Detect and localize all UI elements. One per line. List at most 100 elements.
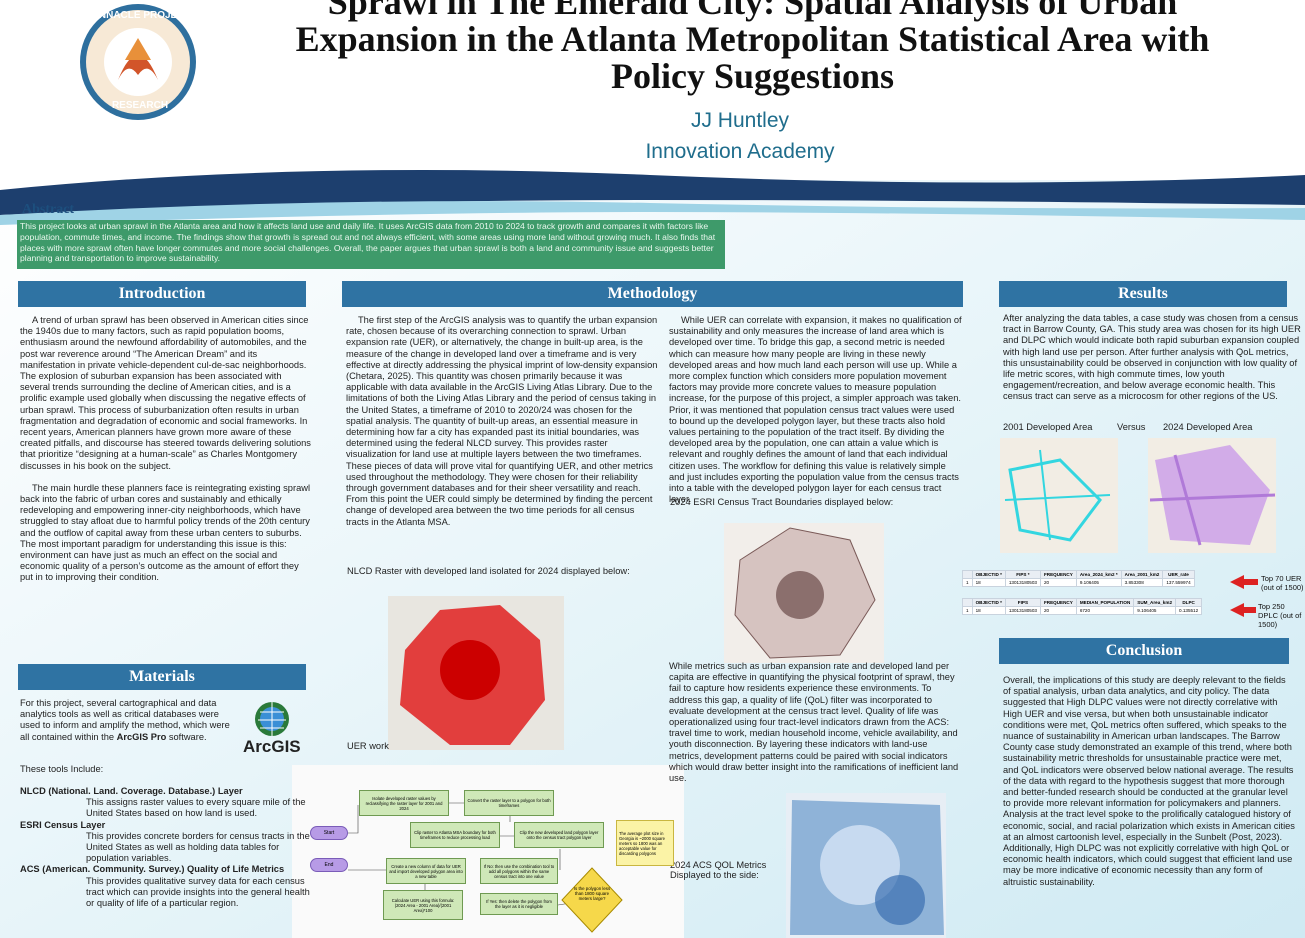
map-2001 xyxy=(1000,438,1118,553)
flow-node: Convert the raster layer to a polygon fo… xyxy=(464,790,554,816)
flow-node: Isolate developed raster values by recla… xyxy=(359,790,449,816)
table-uer: OBJECTID * FIPS * FREQUENCY Area_2024_km2 *… xyxy=(962,570,1195,587)
cell: 3.853308 xyxy=(1120,578,1164,587)
map-qol xyxy=(786,793,946,938)
header-cell: Area_2024_km2 * xyxy=(1075,570,1122,579)
intro-text: A trend of urban sprawl has been observe… xyxy=(20,315,312,595)
flow-note: The average plot size in Georgia is ~200… xyxy=(616,820,674,866)
materials-text: For this project, several cartographical… xyxy=(20,698,240,743)
results-text: After analyzing the data tables, a case … xyxy=(1003,313,1301,402)
flow-node: Calculate UER using this formula: (2024 … xyxy=(383,890,463,920)
flow-node: Clip the new developed land polygon laye… xyxy=(514,822,604,848)
author: JJ Huntley xyxy=(690,109,790,132)
arcgis-logo xyxy=(255,702,289,736)
text: For this project, several cartographical… xyxy=(20,698,230,742)
data-table: OBJECTID * FIPS * FREQUENCY Area_2024_km2 *… xyxy=(962,570,1195,587)
header-row: OBJECTID * FIPS FREQUENCY MEDIAN_POPULATION… xyxy=(962,598,1203,607)
logo-bottom: RESEARCH xyxy=(111,100,169,111)
map-nlcd xyxy=(388,596,564,750)
section-heading: Methodology xyxy=(342,281,963,307)
tool-description: This assigns raster values to every squa… xyxy=(86,797,306,819)
cell: 137.559974 xyxy=(1162,578,1195,587)
header-cell: MEDIAN_POPULATION xyxy=(1075,598,1135,607)
header-cell: FREQUENCY xyxy=(1039,598,1077,607)
tools-list: NLCD (National. Land. Coverage. Database… xyxy=(18,786,310,909)
header-cell: FREQUENCY xyxy=(1039,570,1077,579)
caption: NLCD Raster with developed land isolated… xyxy=(347,566,630,576)
cell: 18 xyxy=(971,578,1006,587)
header-cell xyxy=(962,598,973,607)
caption: 2024 ACS QOL Metrics Displayed to the si… xyxy=(670,860,767,880)
title: Sprawl in The Emerald City: Spatial Anal… xyxy=(295,0,1210,96)
method-col1: The first step of the ArcGIS analysis wa… xyxy=(346,315,658,527)
map-2024 xyxy=(1148,438,1276,553)
conclusion-text: Overall, the implications of this study … xyxy=(1003,675,1295,887)
header-cell: FIPS xyxy=(1004,598,1041,607)
section-heading: Results xyxy=(999,281,1287,307)
cell: 20 xyxy=(1039,578,1077,587)
flow-node: Clip raster to Atlanta MSA boundary for … xyxy=(410,822,500,848)
flow-node: If No: then use the combination tool to … xyxy=(480,858,558,884)
section-heading: Materials xyxy=(18,664,306,690)
caption: 2024 ESRI Census Tract Boundaries displa… xyxy=(670,497,894,507)
header-row: OBJECTID * FIPS * FREQUENCY Area_2024_km2 *… xyxy=(962,570,1195,579)
cell: 20 xyxy=(1039,606,1077,615)
flow-node: Create a new column of data for UER and … xyxy=(386,858,466,884)
table-dlpc: OBJECTID * FIPS FREQUENCY MEDIAN_POPULATION… xyxy=(962,598,1203,615)
logo-top: PINNACLE PROJECT xyxy=(89,10,191,21)
cell: 18 xyxy=(971,606,1006,615)
cell: 0.135512 xyxy=(1174,606,1203,615)
logo xyxy=(80,4,196,120)
flow-node: If Yes: then delete the polygon from the… xyxy=(480,893,558,915)
tool-name: ACS (American. Community. Survey.) Quali… xyxy=(20,864,285,875)
cell: 9.106405 xyxy=(1133,606,1176,615)
data-table: OBJECTID * FIPS FREQUENCY MEDIAN_POPULATION… xyxy=(962,598,1203,615)
paragraph: A trend of urban sprawl has been observe… xyxy=(20,315,311,471)
section-heading: Introduction xyxy=(18,281,306,307)
cell: 6720 xyxy=(1075,606,1135,615)
abstract-text: This project looks at urban sprawl in th… xyxy=(17,220,725,269)
flow-start: Start xyxy=(310,826,348,840)
header-cell xyxy=(962,570,973,579)
red-arrows xyxy=(1230,575,1258,617)
method-col2: While UER can correlate with expansion, … xyxy=(669,315,962,505)
school: Innovation Academy xyxy=(645,140,835,163)
row: 1 18 13013180503 20 6720 9.106405 0.135512 xyxy=(962,606,1203,615)
flow-end: End xyxy=(310,858,348,872)
header-cell: DLPC xyxy=(1174,598,1203,607)
annotation: Top 250 DPLC (out of 1500) xyxy=(1258,602,1302,629)
caption: 2001 Developed Area xyxy=(1003,422,1093,432)
method-col2b: While metrics such as urban expansion ra… xyxy=(669,661,959,784)
tool-name: ESRI Census Layer xyxy=(20,819,106,830)
flow-decision-shape xyxy=(561,867,623,933)
header-cell: OBJECTID * xyxy=(971,598,1006,607)
map-tracts xyxy=(724,523,884,663)
paragraph: The main hurdle these planners face is r… xyxy=(20,482,311,583)
tool-name: NLCD (National. Land. Coverage. Database… xyxy=(20,786,243,796)
cell: 1 xyxy=(962,578,973,587)
abstract-heading: Abstract xyxy=(22,202,75,217)
caption: Versus xyxy=(1117,422,1146,432)
text: ArcGIS Pro xyxy=(116,731,167,742)
cell: 13013180503 xyxy=(1004,578,1041,587)
caption: 2024 Developed Area xyxy=(1163,422,1253,432)
section-heading: Conclusion xyxy=(999,638,1289,664)
header-cell: SUM_Area_km2 xyxy=(1133,598,1176,607)
annotation: Top 70 UER (out of 1500) xyxy=(1261,574,1304,592)
tools-intro: These tools Include: xyxy=(20,764,104,774)
header-cell: Area_2001_km2 xyxy=(1120,570,1164,579)
tool-description: This provides qualitative survey data fo… xyxy=(86,875,310,909)
header-cell: UER_rate xyxy=(1162,570,1195,579)
cell: 9.106405 xyxy=(1075,578,1122,587)
header-cell: FIPS * xyxy=(1004,570,1041,579)
tool-description: This provides concrete borders for censu… xyxy=(86,830,310,864)
flow-decision: Is the polygon less than 1800 square met… xyxy=(573,886,611,902)
cell: 13013180503 xyxy=(1004,606,1041,615)
text: software. xyxy=(166,731,207,742)
caption: UER work xyxy=(347,741,389,751)
cell: 1 xyxy=(962,606,973,615)
arcgis-label: ArcGIS xyxy=(243,737,301,756)
row: 1 18 13013180503 20 9.106405 3.853308 137.5599… xyxy=(962,578,1195,587)
header-cell: OBJECTID * xyxy=(971,570,1006,579)
